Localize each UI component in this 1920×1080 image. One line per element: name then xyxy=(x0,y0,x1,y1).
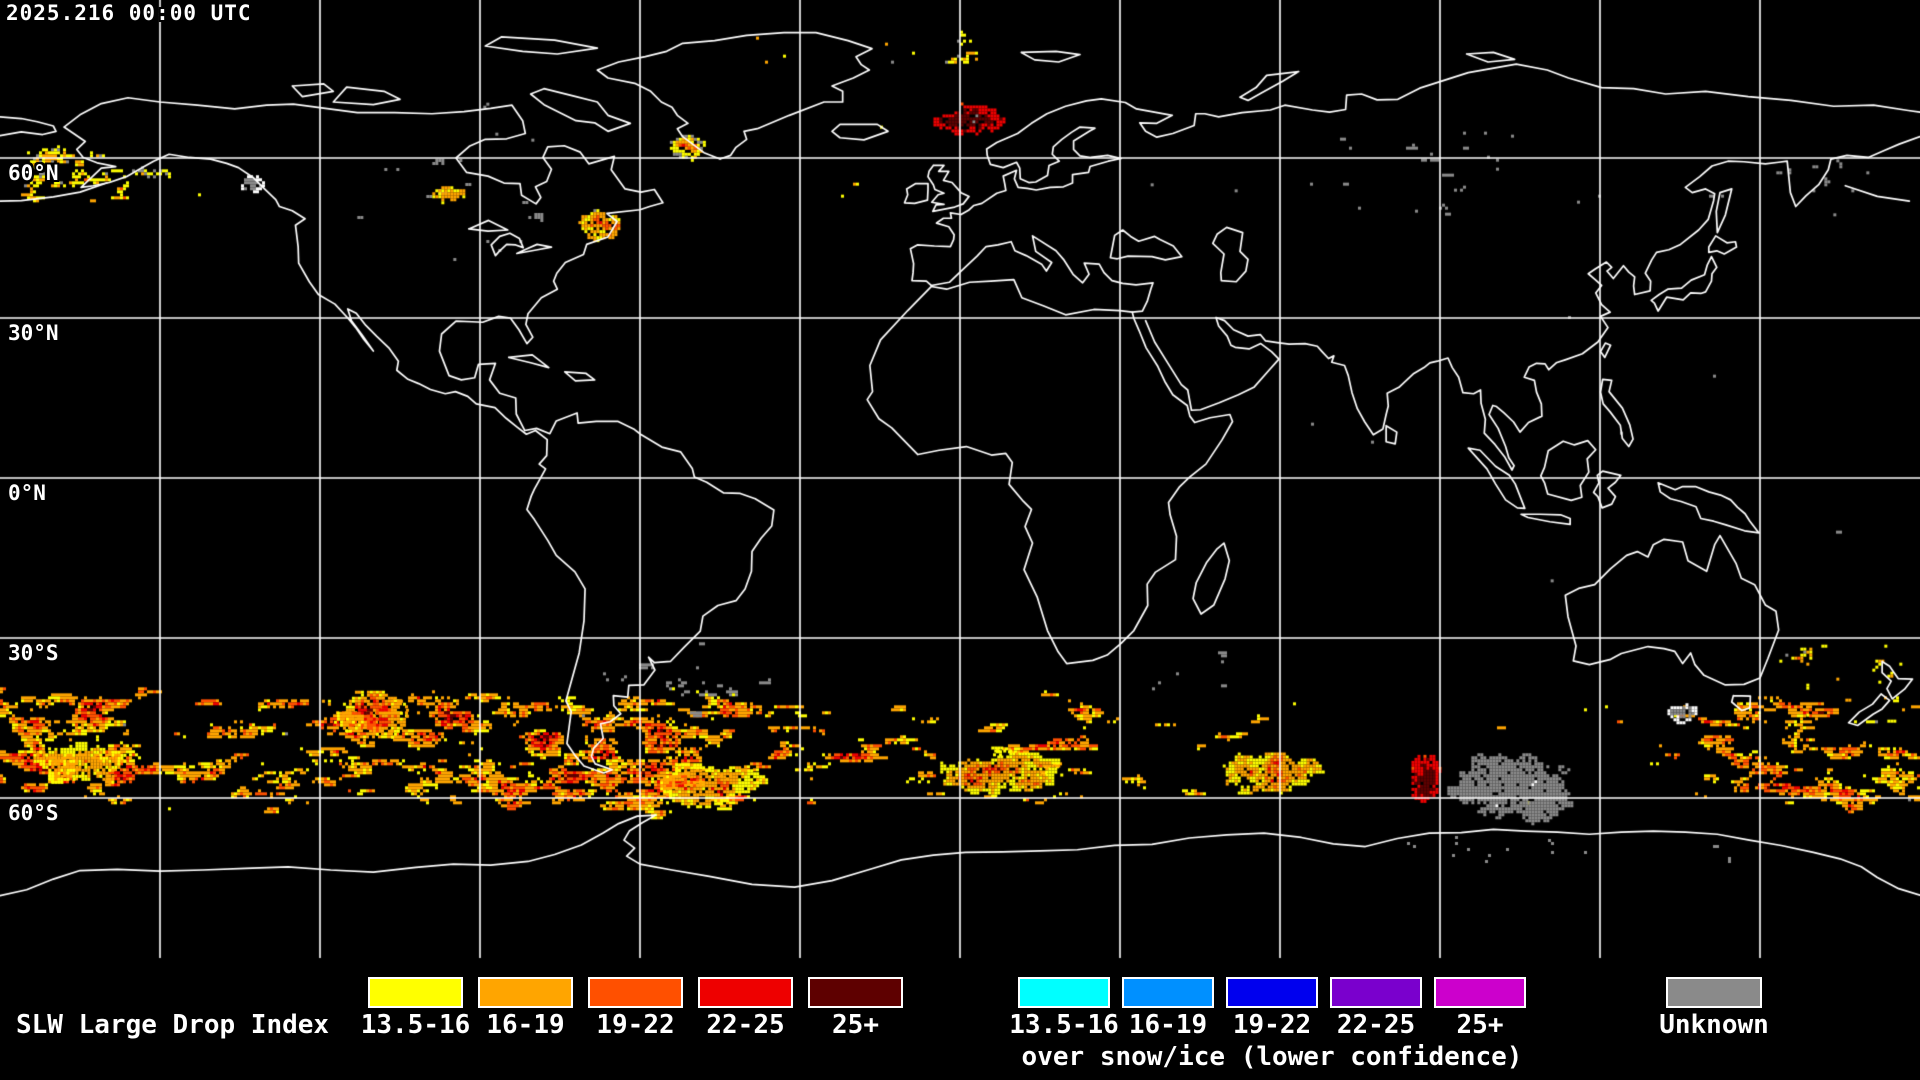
legend-swatch-13.5-16 xyxy=(368,977,463,1008)
legend-label-13.5-16: 13.5-16 xyxy=(1009,1010,1119,1040)
legend-swatch-22-25 xyxy=(1330,977,1422,1008)
latitude-label: 30°S xyxy=(8,641,59,665)
legend-label-13.5-16: 13.5-16 xyxy=(360,1010,471,1040)
legend-swatch-16-19 xyxy=(1122,977,1214,1008)
legend-swatch-13.5-16 xyxy=(1018,977,1110,1008)
legend-label-19-22: 19-22 xyxy=(596,1010,675,1040)
legend-swatch-16-19 xyxy=(478,977,573,1008)
legend-label-unknown: Unknown xyxy=(1659,1010,1769,1040)
legend-snow-ice-subtitle: over snow/ice (lower confidence) xyxy=(1021,1042,1523,1072)
latitude-label: 30°N xyxy=(8,321,59,345)
latitude-label: 60°N xyxy=(8,161,59,185)
legend-swatch-unknown xyxy=(1666,977,1762,1008)
legend-label-22-25: 22-25 xyxy=(1336,1010,1416,1040)
legend-label-25+: 25+ xyxy=(832,1010,879,1040)
legend-title: SLW Large Drop Index xyxy=(16,1010,330,1040)
legend-swatch-22-25 xyxy=(698,977,793,1008)
timestamp: 2025.216 00:00 UTC xyxy=(6,1,252,25)
legend-label-16-19: 16-19 xyxy=(1128,1010,1208,1040)
latitude-label: 0°N xyxy=(8,481,46,505)
legend-label-19-22: 19-22 xyxy=(1232,1010,1312,1040)
legend-label-16-19: 16-19 xyxy=(486,1010,565,1040)
latitude-label: 60°S xyxy=(8,801,59,825)
legend-swatch-19-22 xyxy=(588,977,683,1008)
legend-label-22-25: 22-25 xyxy=(706,1010,785,1040)
legend-swatch-25+ xyxy=(1434,977,1526,1008)
legend-swatch-19-22 xyxy=(1226,977,1318,1008)
legend-label-25+: 25+ xyxy=(1456,1010,1504,1040)
legend-swatch-25+ xyxy=(808,977,903,1008)
